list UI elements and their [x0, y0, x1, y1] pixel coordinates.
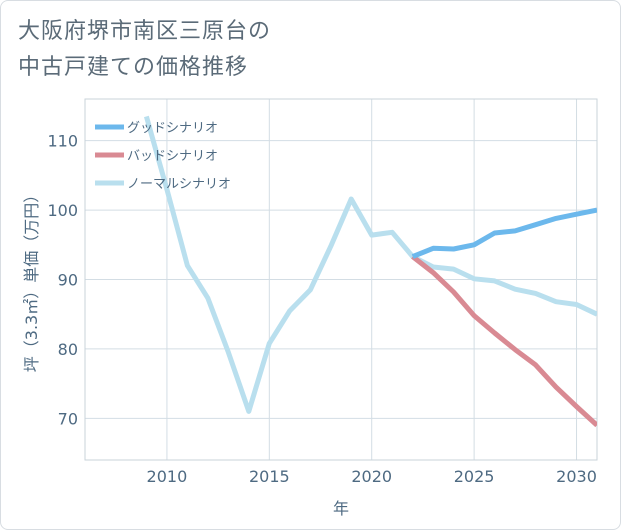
- y-tick-label: 110: [47, 132, 78, 151]
- legend-item-good: グッドシナリオ: [95, 121, 218, 136]
- y-tick-label: 70: [58, 409, 78, 428]
- y-axis-title: 坪（3.3㎡）単価（万円）: [22, 187, 41, 372]
- legend-item-bad: バッドシナリオ: [95, 149, 218, 164]
- axis-ticks: 2010 2015 2020 2025 2030 70 80 90 100 110: [47, 132, 596, 486]
- legend-item-normal: ノーマルシナリオ: [95, 177, 231, 192]
- y-tick-label: 80: [58, 340, 78, 359]
- x-tick-label: 2015: [249, 467, 290, 486]
- series-lines: [143, 115, 597, 428]
- legend-label: グッドシナリオ: [127, 121, 218, 136]
- x-tick-label: 2025: [454, 467, 495, 486]
- chart-title-line1: 大阪府堺市南区三原台の: [18, 19, 272, 44]
- plot-area: [84, 98, 598, 461]
- x-axis-title: 年: [333, 499, 349, 518]
- legend-label: バッドシナリオ: [127, 149, 218, 164]
- x-tick-label: 2030: [556, 467, 597, 486]
- legend-label: ノーマルシナリオ: [127, 177, 231, 192]
- x-tick-label: 2010: [147, 467, 188, 486]
- y-tick-label: 100: [47, 201, 78, 220]
- normal-scenario-line: [143, 115, 597, 414]
- bad-scenario-line: [411, 254, 597, 428]
- chart-title: 大阪府堺市南区三原台の 中古戸建ての価格推移: [18, 14, 438, 86]
- y-tick-label: 90: [58, 271, 78, 290]
- chart-title-line2: 中古戸建ての価格推移: [18, 55, 249, 80]
- good-scenario-line: [411, 207, 597, 259]
- x-tick-label: 2020: [351, 467, 392, 486]
